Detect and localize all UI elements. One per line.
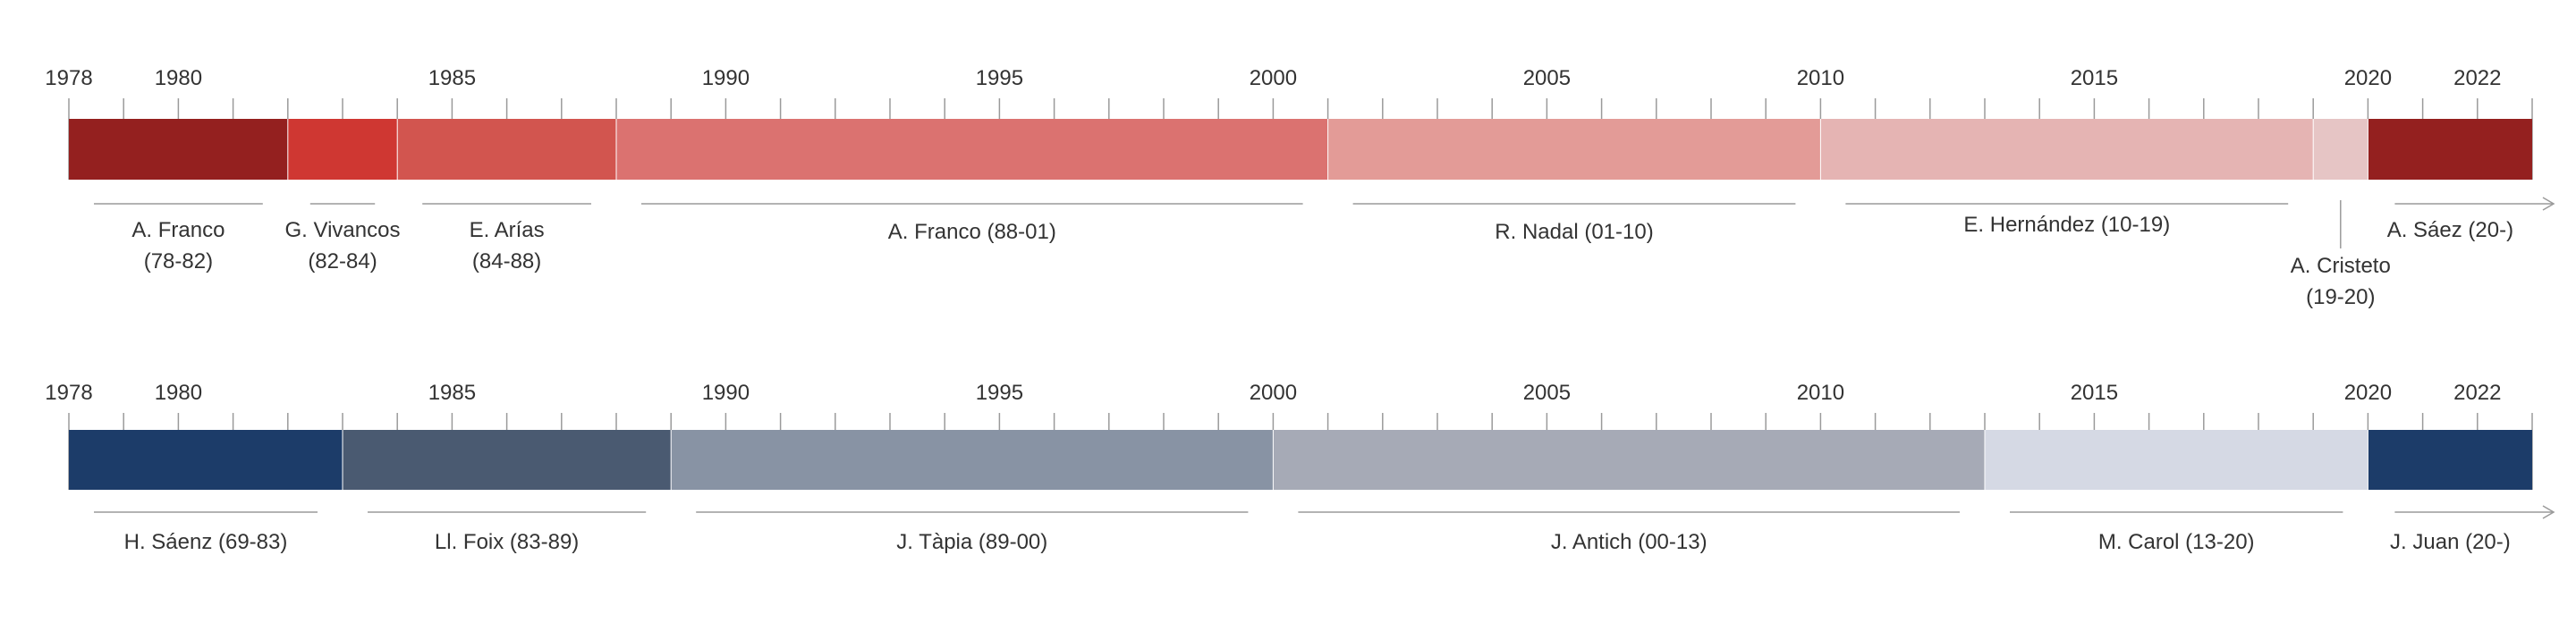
period-label: J. Antich (00-13) (1551, 530, 1707, 554)
period-bar (69, 119, 288, 180)
tick-label: 2005 (1523, 66, 1571, 90)
tick-label: 2022 (2453, 66, 2501, 90)
period-bar (1820, 119, 2314, 180)
period-bar (287, 119, 398, 180)
tick-label: 1985 (428, 381, 476, 405)
tick-label: 2000 (1250, 66, 1297, 90)
period-bar (2313, 119, 2368, 180)
period-label: A. Sáez (20-) (2387, 218, 2513, 242)
arrow-head-icon (2542, 505, 2555, 519)
tick-label: 1990 (702, 381, 750, 405)
period-bar (616, 119, 1328, 180)
tick-label: 1980 (155, 381, 202, 405)
tick-label: 1990 (702, 66, 750, 90)
period-bar (69, 430, 343, 490)
tick-label: 2015 (2071, 381, 2118, 405)
arrow-head-icon (2542, 197, 2555, 211)
tick-label: 1980 (155, 66, 202, 90)
period-label: E. Arías (470, 218, 545, 242)
period-label: Ll. Foix (83-89) (435, 530, 579, 554)
tick-label: 2000 (1250, 381, 1297, 405)
period-label: J. Tàpia (89-00) (896, 530, 1047, 554)
tick-label: 1978 (45, 381, 92, 405)
period-label: A. Cristeto (2291, 254, 2391, 278)
period-bar (2368, 119, 2532, 180)
period-label: (84-88) (472, 249, 541, 273)
period-label: (19-20) (2306, 285, 2375, 309)
tick-label: 1995 (976, 66, 1023, 90)
tick-label: 2010 (1797, 66, 1844, 90)
period-label: (78-82) (144, 249, 213, 273)
period-label: J. Juan (20-) (2390, 530, 2511, 554)
period-label: G. Vivancos (285, 218, 401, 242)
tick-label: 2020 (2344, 66, 2392, 90)
period-bar (1273, 430, 1985, 490)
period-label: M. Carol (13-20) (2098, 530, 2255, 554)
tick-label: 2005 (1523, 381, 1571, 405)
tick-label: 2020 (2344, 381, 2392, 405)
period-bar (2368, 430, 2532, 490)
period-label: H. Sáenz (69-83) (124, 530, 288, 554)
period-label: (82-84) (308, 249, 377, 273)
period-label: A. Franco (88-01) (888, 220, 1056, 244)
period-bar (671, 430, 1274, 490)
period-bar (343, 430, 672, 490)
period-label: A. Franco (131, 218, 225, 242)
period-label: E. Hernández (10-19) (1963, 213, 2170, 237)
period-bar (1985, 430, 2368, 490)
tick-label: 1985 (428, 66, 476, 90)
period-bar (397, 119, 616, 180)
period-bar (1327, 119, 1821, 180)
tick-label: 2010 (1797, 381, 1844, 405)
tick-label: 2015 (2071, 66, 2118, 90)
period-label: R. Nadal (01-10) (1495, 220, 1653, 244)
tick-label: 1978 (45, 66, 92, 90)
tick-label: 2022 (2453, 381, 2501, 405)
tick-label: 1995 (976, 381, 1023, 405)
